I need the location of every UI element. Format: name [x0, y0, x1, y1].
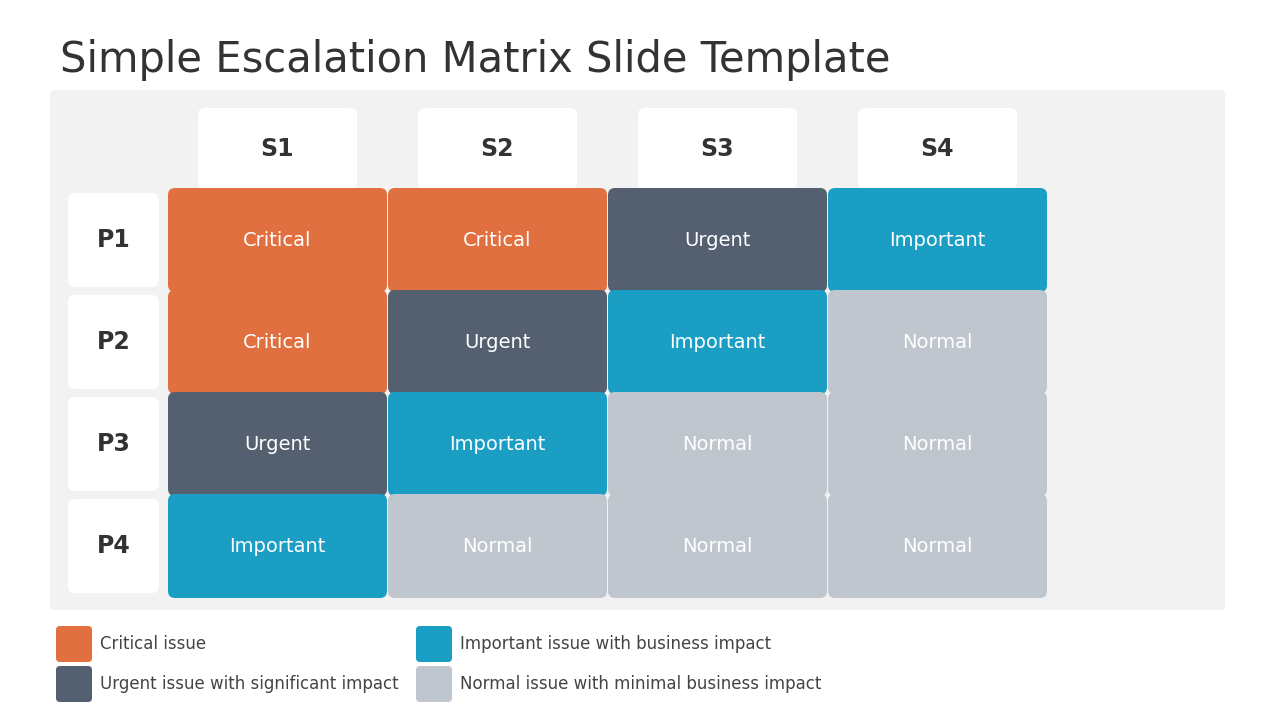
Text: P3: P3 [96, 432, 131, 456]
Text: Critical: Critical [243, 230, 312, 250]
FancyBboxPatch shape [608, 494, 827, 598]
FancyBboxPatch shape [68, 397, 159, 491]
Text: S1: S1 [261, 137, 294, 161]
Text: Important issue with business impact: Important issue with business impact [460, 635, 771, 653]
FancyBboxPatch shape [68, 499, 159, 593]
FancyBboxPatch shape [168, 494, 387, 598]
FancyBboxPatch shape [608, 290, 827, 394]
FancyBboxPatch shape [828, 188, 1047, 292]
FancyBboxPatch shape [388, 290, 607, 394]
FancyBboxPatch shape [388, 494, 607, 598]
Text: Normal: Normal [462, 536, 532, 556]
Text: Important: Important [669, 333, 765, 351]
Text: P4: P4 [96, 534, 131, 558]
Text: Normal: Normal [902, 434, 973, 454]
FancyBboxPatch shape [56, 626, 92, 662]
Text: Urgent: Urgent [244, 434, 311, 454]
FancyBboxPatch shape [828, 290, 1047, 394]
FancyBboxPatch shape [168, 188, 387, 292]
Text: Urgent issue with significant impact: Urgent issue with significant impact [100, 675, 398, 693]
Text: P2: P2 [96, 330, 131, 354]
FancyBboxPatch shape [416, 666, 452, 702]
Text: Simple Escalation Matrix Slide Template: Simple Escalation Matrix Slide Template [60, 39, 891, 81]
Text: Normal issue with minimal business impact: Normal issue with minimal business impac… [460, 675, 822, 693]
Text: Normal: Normal [902, 536, 973, 556]
FancyBboxPatch shape [198, 108, 357, 190]
FancyBboxPatch shape [637, 108, 797, 190]
Text: Important: Important [449, 434, 545, 454]
Text: S2: S2 [481, 137, 515, 161]
FancyBboxPatch shape [858, 108, 1018, 190]
Text: S4: S4 [920, 137, 955, 161]
FancyBboxPatch shape [68, 295, 159, 389]
Text: S3: S3 [700, 137, 735, 161]
Text: Important: Important [890, 230, 986, 250]
FancyBboxPatch shape [416, 626, 452, 662]
Text: Critical: Critical [463, 230, 531, 250]
FancyBboxPatch shape [388, 392, 607, 496]
FancyBboxPatch shape [608, 392, 827, 496]
Text: Urgent: Urgent [465, 333, 531, 351]
Text: Normal: Normal [902, 333, 973, 351]
Text: Urgent: Urgent [685, 230, 750, 250]
FancyBboxPatch shape [68, 193, 159, 287]
FancyBboxPatch shape [168, 392, 387, 496]
FancyBboxPatch shape [828, 392, 1047, 496]
Text: Critical: Critical [243, 333, 312, 351]
Text: P1: P1 [96, 228, 131, 252]
Text: Normal: Normal [682, 434, 753, 454]
FancyBboxPatch shape [388, 188, 607, 292]
Text: Important: Important [229, 536, 325, 556]
FancyBboxPatch shape [608, 188, 827, 292]
Text: Critical issue: Critical issue [100, 635, 206, 653]
Text: Normal: Normal [682, 536, 753, 556]
FancyBboxPatch shape [50, 90, 1225, 610]
FancyBboxPatch shape [168, 290, 387, 394]
FancyBboxPatch shape [56, 666, 92, 702]
FancyBboxPatch shape [419, 108, 577, 190]
FancyBboxPatch shape [828, 494, 1047, 598]
